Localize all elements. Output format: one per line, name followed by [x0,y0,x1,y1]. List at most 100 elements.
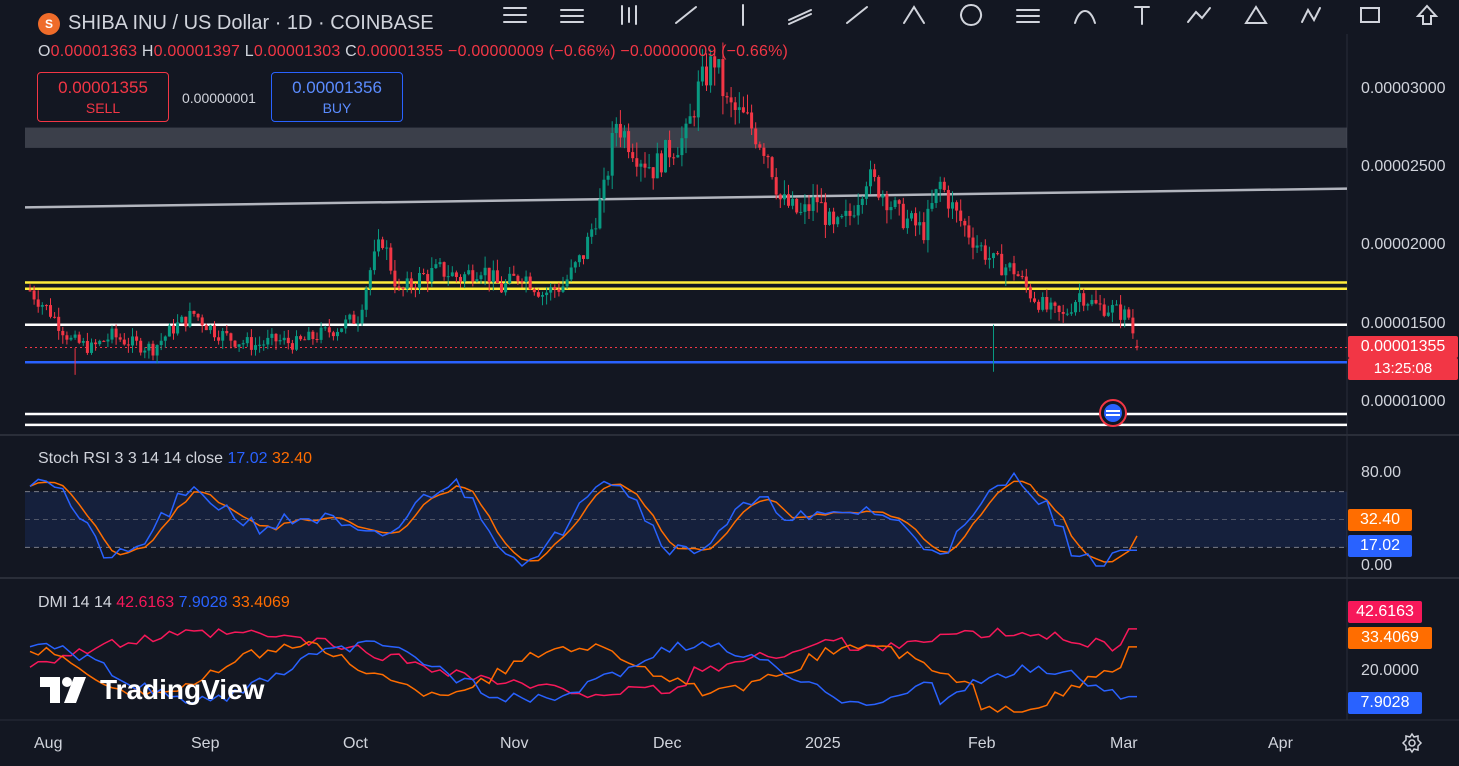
candles-icon[interactable] [614,2,644,28]
candle-body [327,327,331,333]
candle-body [401,288,405,290]
dmi-legend[interactable]: DMI 14 14 42.6163 7.9028 33.4069 [38,594,290,612]
candle-body [454,272,458,277]
candle-body [487,267,491,283]
candle-body [799,211,803,213]
candle-body [1127,309,1131,318]
sell-button[interactable]: 0.00001355 SELL [37,72,169,122]
time-tick: 2025 [805,735,841,752]
text-icon[interactable] [1127,2,1157,28]
candle-body [1045,296,1049,310]
candle-body [147,343,151,351]
stoch-legend[interactable]: Stoch RSI 3 3 14 14 close 17.02 32.40 [38,450,312,468]
candle-body [680,138,684,156]
candle-body [946,189,950,209]
candle-body [1008,263,1012,268]
ray-icon[interactable] [671,2,701,28]
candle-body [94,342,98,345]
candle-body [541,295,544,297]
candle-body [983,245,987,260]
path-icon[interactable] [1184,2,1214,28]
candle-body [696,81,700,118]
line-icon[interactable] [842,2,872,28]
tradingview-logo[interactable]: TradingView [40,674,264,706]
fib-icon[interactable] [1013,2,1043,28]
candle-body [438,262,442,265]
buy-button[interactable]: 0.00001356 BUY [271,72,403,122]
candle-body [106,339,110,342]
sell-label: SELL [85,100,121,116]
sell-price: 0.00001355 [58,78,148,97]
candle-body [282,337,286,341]
candle-body [135,336,139,341]
candle-body [713,56,717,68]
horizontal-lines-icon[interactable] [557,2,587,28]
candle-body [971,237,975,248]
candle-body [475,279,479,282]
candle-body [762,147,766,156]
dmi-adx-line [29,627,1137,699]
candle-body [1004,267,1008,276]
candle-body [360,309,364,324]
candle-body [155,345,159,356]
candle-body [914,213,918,226]
candle-body [200,317,204,326]
candle-body [90,342,93,353]
candle-body [1016,274,1020,277]
candle-body [180,316,184,323]
candle-body [668,140,672,158]
candle-body [573,262,577,268]
candle-body [905,218,909,229]
candle-body [217,337,221,341]
candle-body [36,299,40,307]
symbol-title[interactable]: S SHIBA INU / US Dollar · 1D · COINBASE [38,12,434,35]
change-value-2: −0.00000009 (−0.66%) [620,43,789,60]
candle-body [705,66,708,86]
candle-body [471,270,475,282]
candle-body [598,199,602,229]
arrow-up-icon[interactable] [1412,2,1442,28]
vertical-line-icon[interactable] [728,2,758,28]
candle-body [1078,293,1082,303]
shape-icon[interactable] [1355,2,1385,28]
candle-body [331,332,335,337]
candle-body [323,327,327,329]
stoch-tick-80: 80.00 [1361,464,1402,481]
pattern-icon[interactable] [1298,2,1328,28]
triangle-icon[interactable] [1241,2,1271,28]
candle-body [413,287,417,289]
candle-body [483,267,487,276]
price-tick: 0.00002000 [1361,236,1446,253]
parallel-channel-icon[interactable] [785,2,815,28]
candle-body [618,123,622,138]
candle-body [397,286,401,289]
candle-body [819,202,823,204]
trend-line-tools-icon[interactable] [500,2,530,28]
brush-icon[interactable] [1070,2,1100,28]
candle-body [159,340,163,346]
candle-body [754,128,758,145]
candle-body [204,325,208,331]
candle-body [967,225,971,238]
flag-stripe [1106,414,1120,416]
time-tick: Aug [34,735,63,752]
settings-gear-icon[interactable] [1401,732,1423,754]
candle-body [844,210,848,216]
candle-body [758,144,762,148]
candle-body [479,275,483,280]
candle-body [442,262,446,277]
pitchfork-icon[interactable] [899,2,929,28]
buy-price: 0.00001356 [292,78,382,97]
candle-body [545,292,549,296]
candle-body [254,345,257,350]
current-price-tag: 0.00001355 [1348,336,1458,358]
candle-body [664,140,667,173]
candle-body [729,97,733,103]
circle-icon[interactable] [956,2,986,28]
candle-body [44,305,48,307]
candle-body [459,276,462,282]
symbol-title-text: SHIBA INU / US Dollar · 1D · COINBASE [68,12,434,34]
candle-body [73,334,77,338]
candle-body [430,268,434,282]
